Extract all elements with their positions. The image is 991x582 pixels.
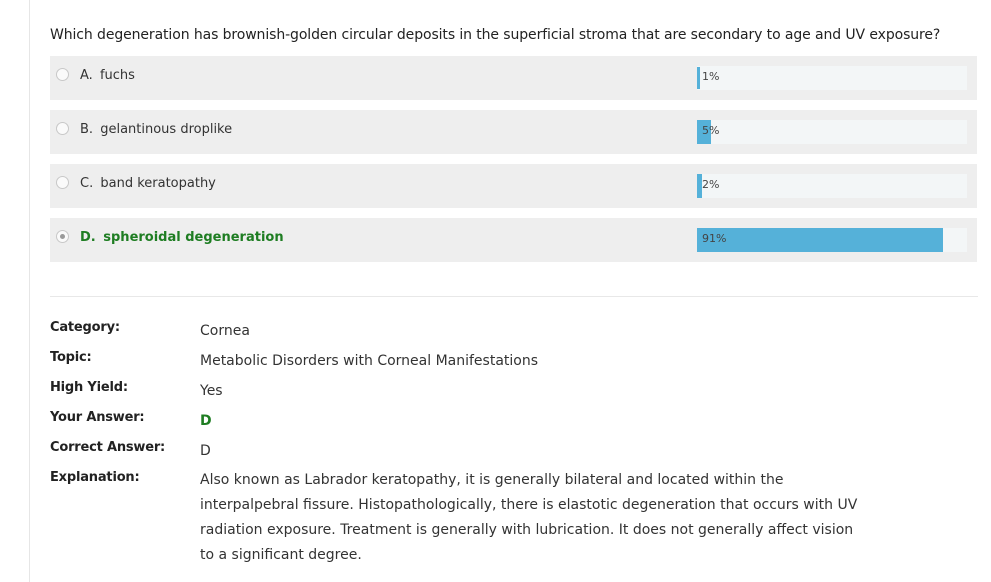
option-label-correct: D. spheroidal degeneration [80,230,284,245]
percent-label: 91% [702,232,727,245]
percent-bar-fill [697,174,703,198]
option-a[interactable]: A. fuchs 1% [50,56,977,100]
answer-options: A. fuchs 1% B. gelantinous droplike 5% C… [50,56,977,272]
detail-key: Your Answer: [50,410,145,425]
detail-key: Topic: [50,350,92,365]
correct-answer-value: D [200,443,211,459]
radio-button[interactable] [56,176,69,189]
section-divider [50,296,978,297]
percent-label: 5% [702,124,720,137]
percent-bar: 2% [697,174,967,198]
percent-bar: 91% [697,228,967,252]
percent-label: 1% [702,70,720,83]
option-label: B. gelantinous droplike [80,122,233,137]
your-answer-value: D [200,413,212,429]
question-text: Which degeneration has brownish-golden c… [50,27,941,43]
radio-button[interactable] [56,68,69,81]
option-b[interactable]: B. gelantinous droplike 5% [50,110,977,154]
option-d[interactable]: D. spheroidal degeneration 91% [50,218,977,262]
option-c[interactable]: C. band keratopathy 2% [50,164,977,208]
detail-key: High Yield: [50,380,128,395]
explanation-text: Also known as Labrador keratopathy, it i… [200,472,858,563]
percent-bar: 5% [697,120,967,144]
percent-label: 2% [702,178,720,191]
radio-button-selected[interactable] [56,230,69,243]
percent-bar: 1% [697,66,967,90]
high-yield-value: Yes [200,383,223,399]
category-value: Cornea [200,323,250,339]
topic-value: Metabolic Disorders with Corneal Manifes… [200,353,539,369]
radio-button[interactable] [56,122,69,135]
detail-key: Correct Answer: [50,440,166,455]
option-label: A. fuchs [80,68,135,83]
percent-bar-fill [697,228,943,252]
detail-key: Explanation: [50,470,140,485]
detail-key: Category: [50,320,120,335]
percent-bar-fill [697,120,711,144]
option-label: C. band keratopathy [80,176,216,191]
percent-bar-fill [697,67,700,89]
left-border [29,0,30,582]
